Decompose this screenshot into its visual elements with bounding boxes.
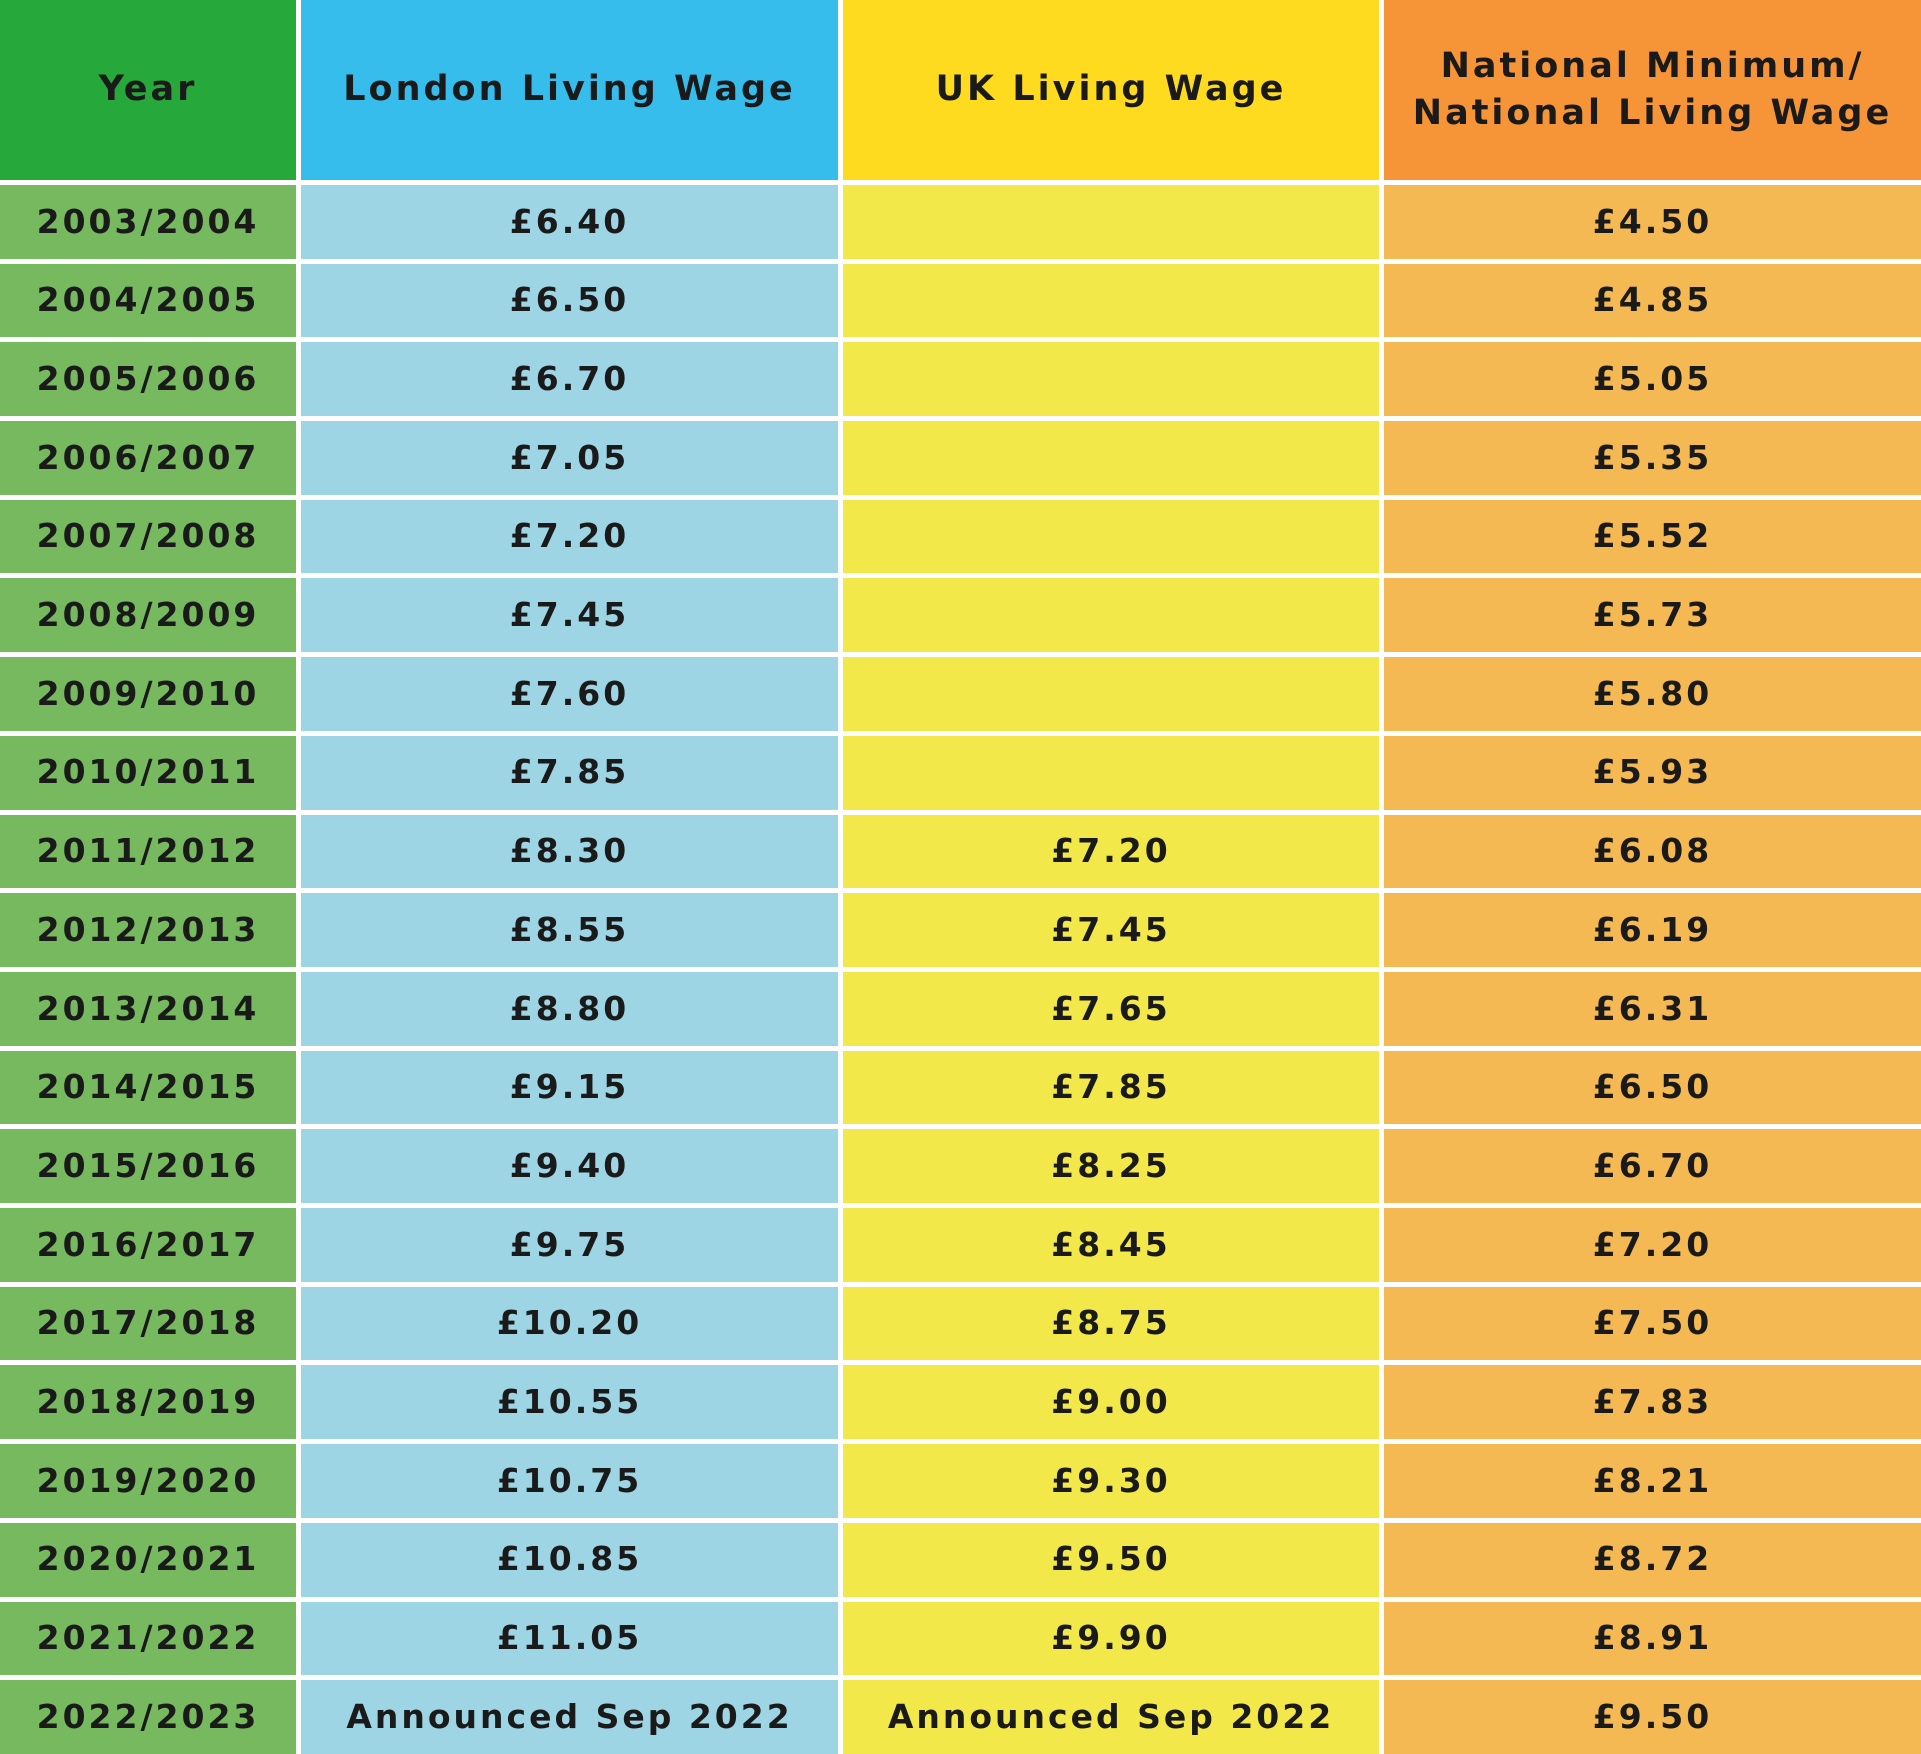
year-cell: 2010/2011 xyxy=(0,735,296,810)
wage-cell xyxy=(843,421,1379,495)
wage-cell: £7.20 xyxy=(1384,1208,1921,1282)
wage-cell: £4.50 xyxy=(1384,185,1921,259)
year-cell: 2022/2023 xyxy=(0,1680,296,1754)
wage-cell: £7.85 xyxy=(301,735,838,810)
wage-cell: £8.45 xyxy=(843,1208,1379,1282)
year-cell: 2012/2013 xyxy=(0,893,296,967)
year-cell: 2018/2019 xyxy=(0,1365,296,1440)
wage-cell: £6.19 xyxy=(1384,893,1921,967)
wage-cell: £7.60 xyxy=(301,657,838,731)
wage-cell: £6.08 xyxy=(1384,814,1921,889)
wage-cell: £5.80 xyxy=(1384,657,1921,731)
wage-cell: £10.85 xyxy=(301,1522,838,1597)
year-cell: 2021/2022 xyxy=(0,1601,296,1676)
wage-cell: £8.75 xyxy=(843,1286,1379,1361)
wage-cell xyxy=(843,185,1379,259)
wage-cell: £6.70 xyxy=(301,342,838,417)
year-cell: 2014/2015 xyxy=(0,1050,296,1125)
wage-cell: £9.00 xyxy=(843,1365,1379,1440)
header-cell: UK Living Wage xyxy=(843,0,1379,180)
wage-cell: £9.50 xyxy=(1384,1680,1921,1754)
year-cell: 2006/2007 xyxy=(0,421,296,495)
wage-cell: £4.85 xyxy=(1384,263,1921,338)
wage-cell: £5.05 xyxy=(1384,342,1921,417)
wage-cell: Announced Sep 2022 xyxy=(301,1680,838,1754)
wage-cell: £6.31 xyxy=(1384,971,1921,1046)
wage-cell: £9.40 xyxy=(301,1129,838,1204)
wage-cell: £9.15 xyxy=(301,1050,838,1125)
year-cell: 2019/2020 xyxy=(0,1444,296,1518)
year-cell: 2009/2010 xyxy=(0,657,296,731)
wage-cell: £8.91 xyxy=(1384,1601,1921,1676)
wage-cell: £8.80 xyxy=(301,971,838,1046)
wage-cell: £5.52 xyxy=(1384,499,1921,574)
wage-cell: £7.50 xyxy=(1384,1286,1921,1361)
wage-cell: £8.72 xyxy=(1384,1522,1921,1597)
wage-cell: £9.50 xyxy=(843,1522,1379,1597)
wage-cell: £10.20 xyxy=(301,1286,838,1361)
wage-cell: £7.05 xyxy=(301,421,838,495)
wage-cell: £5.93 xyxy=(1384,735,1921,810)
year-cell: 2016/2017 xyxy=(0,1208,296,1282)
header-cell: Year xyxy=(0,0,296,180)
wage-cell: £9.30 xyxy=(843,1444,1379,1518)
wage-cell: £7.65 xyxy=(843,971,1379,1046)
wage-cell: £6.70 xyxy=(1384,1129,1921,1204)
wage-cell: £7.45 xyxy=(301,578,838,653)
wage-cell: Announced Sep 2022 xyxy=(843,1680,1379,1754)
wage-cell: £7.45 xyxy=(843,893,1379,967)
wage-cell: £7.85 xyxy=(843,1050,1379,1125)
year-cell: 2013/2014 xyxy=(0,971,296,1046)
wage-cell xyxy=(843,499,1379,574)
wage-cell: £6.40 xyxy=(301,185,838,259)
wage-cell: £7.20 xyxy=(301,499,838,574)
wage-cell xyxy=(843,342,1379,417)
wage-cell: £5.73 xyxy=(1384,578,1921,653)
wage-cell xyxy=(843,735,1379,810)
wage-cell: £10.75 xyxy=(301,1444,838,1518)
year-cell: 2004/2005 xyxy=(0,263,296,338)
wage-cell: £9.90 xyxy=(843,1601,1379,1676)
wage-cell: £7.83 xyxy=(1384,1365,1921,1440)
wage-cell xyxy=(843,263,1379,338)
wage-cell: £6.50 xyxy=(301,263,838,338)
wage-cell: £8.21 xyxy=(1384,1444,1921,1518)
wage-cell xyxy=(843,657,1379,731)
wage-cell: £10.55 xyxy=(301,1365,838,1440)
year-cell: 2008/2009 xyxy=(0,578,296,653)
header-cell: National Minimum/ National Living Wage xyxy=(1384,0,1921,180)
wage-cell: £5.35 xyxy=(1384,421,1921,495)
year-cell: 2015/2016 xyxy=(0,1129,296,1204)
wage-cell: £7.20 xyxy=(843,814,1379,889)
year-cell: 2003/2004 xyxy=(0,185,296,259)
wage-cell: £11.05 xyxy=(301,1601,838,1676)
wage-cell: £8.30 xyxy=(301,814,838,889)
year-cell: 2007/2008 xyxy=(0,499,296,574)
year-cell: 2011/2012 xyxy=(0,814,296,889)
wage-cell: £6.50 xyxy=(1384,1050,1921,1125)
year-cell: 2005/2006 xyxy=(0,342,296,417)
wage-cell: £9.75 xyxy=(301,1208,838,1282)
header-cell: London Living Wage xyxy=(301,0,838,180)
year-cell: 2017/2018 xyxy=(0,1286,296,1361)
year-cell: 2020/2021 xyxy=(0,1522,296,1597)
wage-cell: £8.25 xyxy=(843,1129,1379,1204)
wage-cell: £8.55 xyxy=(301,893,838,967)
wage-cell xyxy=(843,578,1379,653)
